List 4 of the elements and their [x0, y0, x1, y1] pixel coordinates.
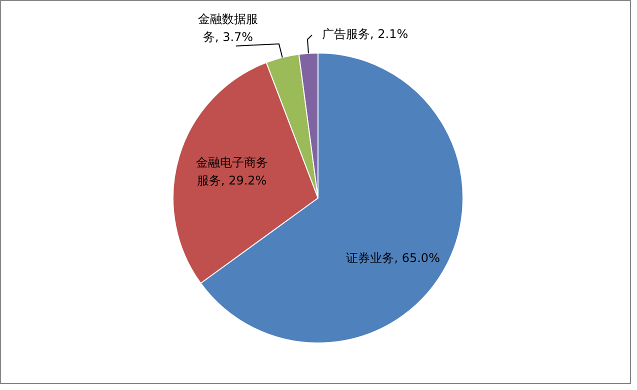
slice-label: 金融电子商务服务, 29.2% [196, 156, 268, 188]
slice-label: 广告服务, 2.1% [322, 27, 408, 42]
slice-label: 金融数据服务, 3.7% [198, 12, 258, 44]
slice-label: 证券业务, 65.0% [346, 251, 440, 266]
